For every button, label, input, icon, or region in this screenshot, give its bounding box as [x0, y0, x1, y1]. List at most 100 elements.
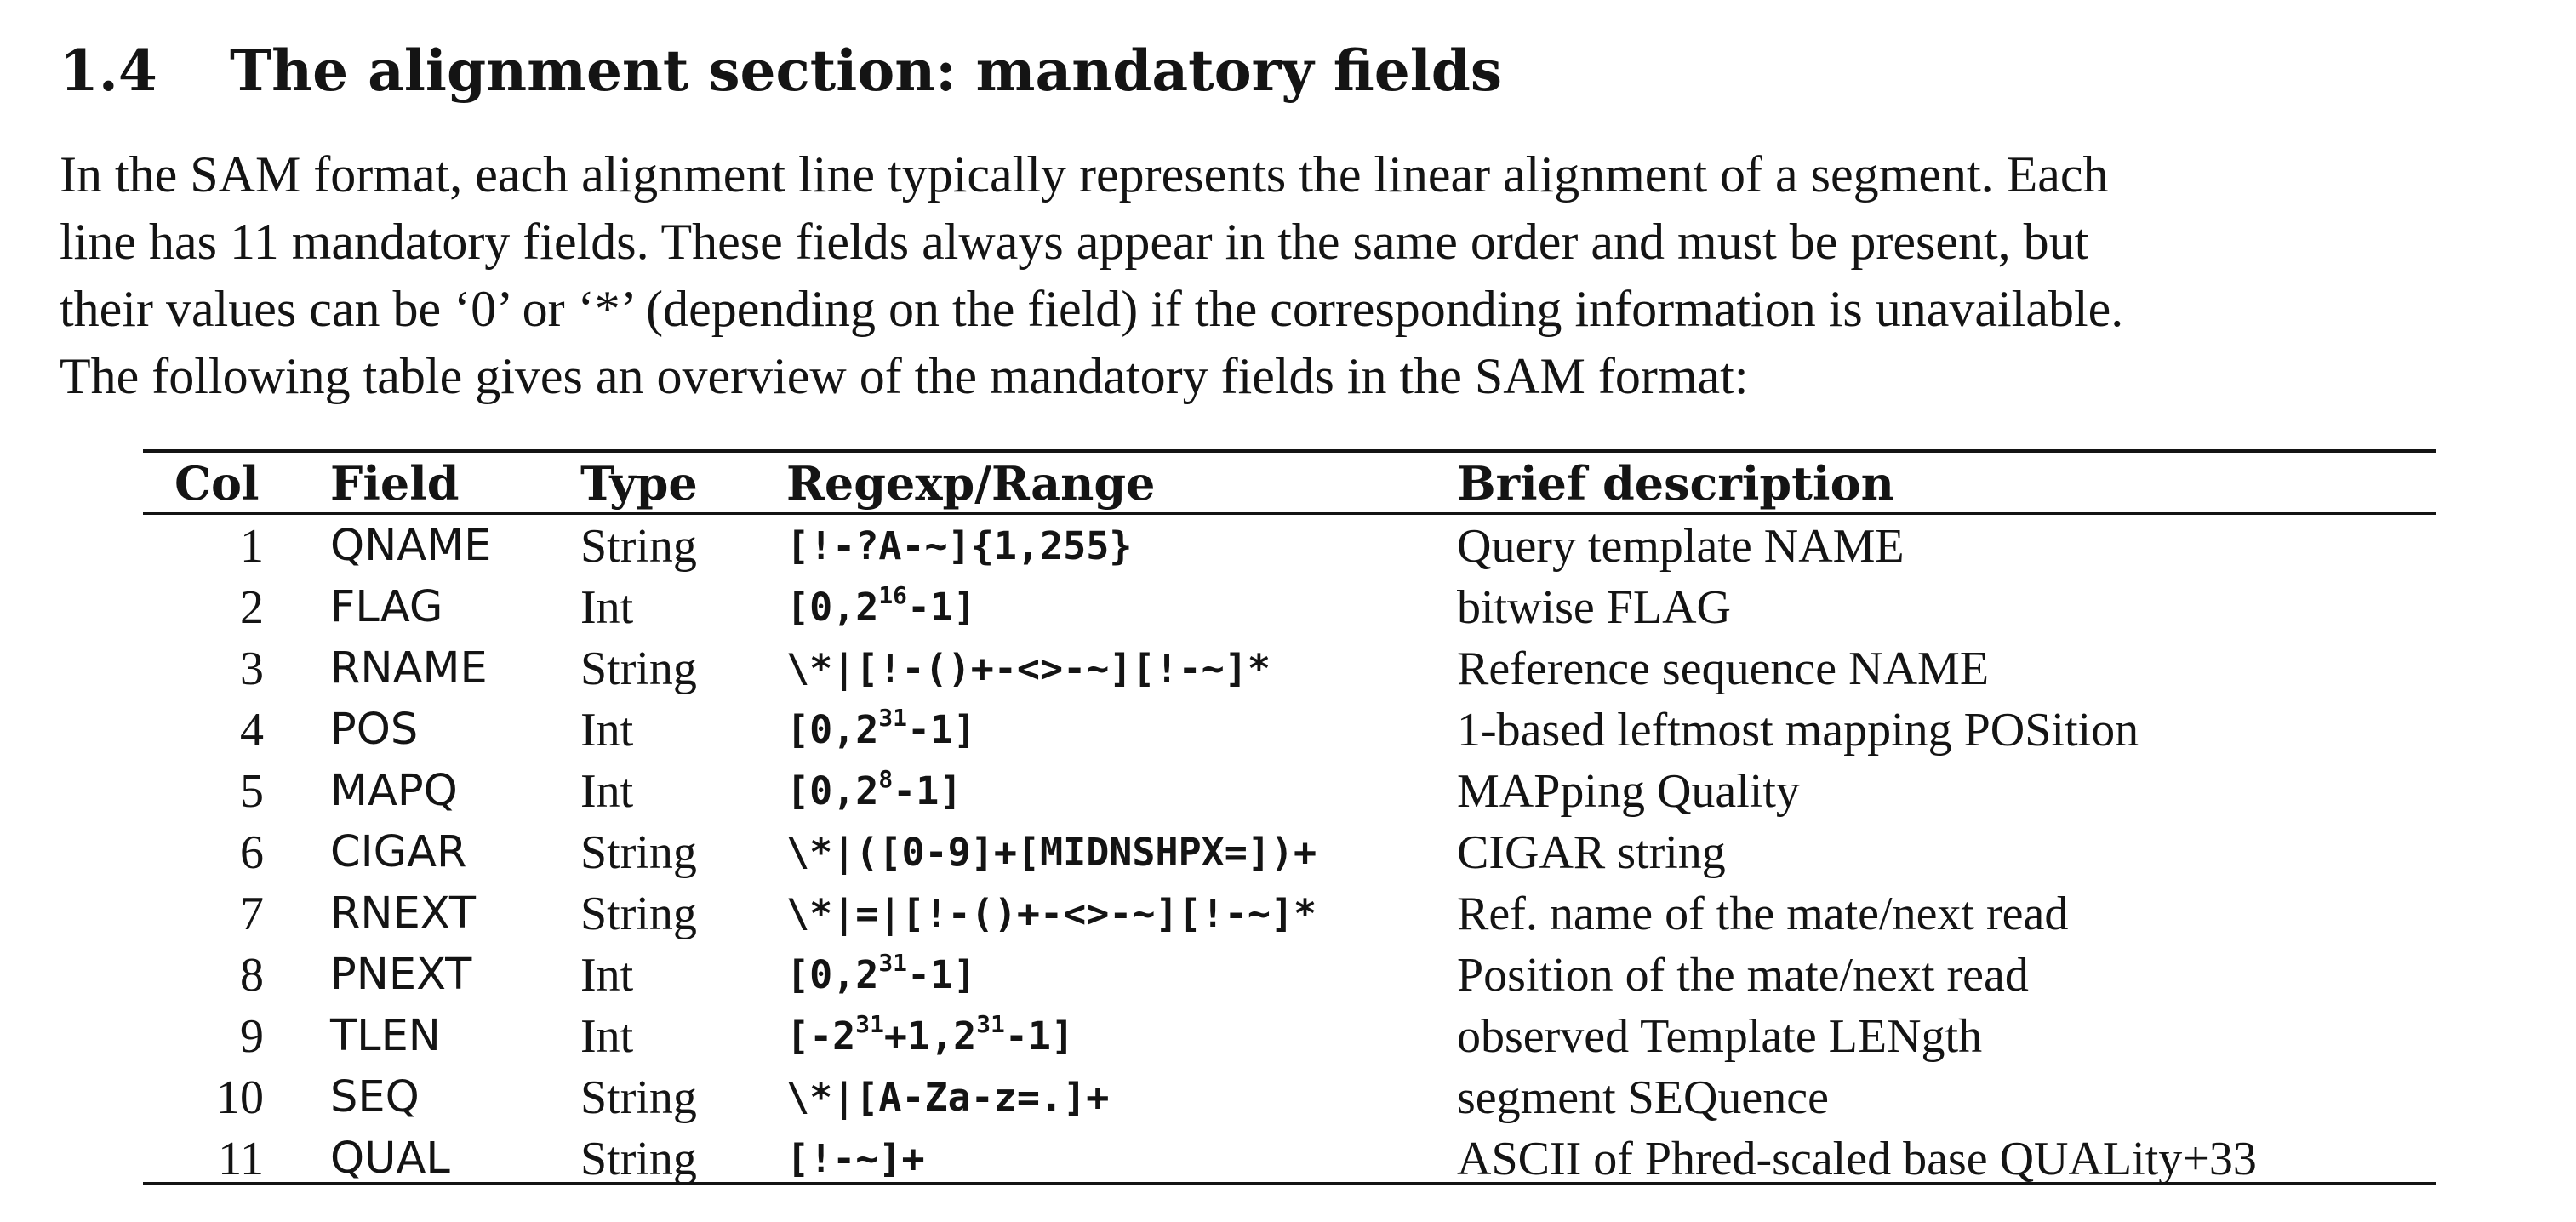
row-type: Int — [580, 1010, 634, 1063]
regexp-exponent: 16 — [878, 580, 907, 609]
row-brief-description: ASCII of Phred-scaled base QUALity+33 — [1457, 1133, 2257, 1185]
header-col: Col — [174, 456, 260, 511]
regexp-exponent: 31 — [976, 1009, 1005, 1038]
table-row: 1 QNAME String [!-?A-~]{1,255} Query templat… — [0, 516, 2576, 577]
table-row: 8 PNEXT Int [0,231-1] Position of the mate/n… — [0, 945, 2576, 1006]
row-field-name: RNAME — [330, 643, 488, 694]
row-type: Int — [580, 581, 634, 634]
row-col-number: 2 — [240, 581, 264, 634]
regexp-text: -1] — [1004, 1014, 1075, 1059]
table-row: 7 RNEXT String \*|=|[!-()+-<>-~][!-~]* Ref. … — [0, 883, 2576, 945]
row-brief-description: Reference sequence NAME — [1457, 642, 1990, 695]
table-header-row: Col Field Type Regexp/Range Brief descri… — [0, 453, 2576, 514]
section-number: 1.4 — [60, 37, 157, 104]
row-brief-description: MAPping Quality — [1457, 765, 1800, 818]
row-regexp-range: [-231+1,231-1] — [786, 1006, 1074, 1067]
regexp-exponent: 31 — [878, 948, 907, 977]
regexp-text: [!-?A-~]{1,255} — [786, 523, 1133, 568]
row-brief-description: 1-based leftmost mapping POSition — [1457, 704, 2139, 757]
row-type: Int — [580, 949, 634, 1002]
row-regexp-range: [0,231-1] — [786, 700, 976, 761]
row-field-name: PNEXT — [330, 950, 472, 1000]
row-type: String — [580, 1071, 697, 1124]
regexp-text: \*|=|[!-()+-<>-~][!-~]* — [786, 891, 1317, 936]
table-header-rule — [143, 512, 2436, 515]
row-type: String — [580, 520, 697, 573]
row-type: Int — [580, 765, 634, 818]
regexp-text: [0,2 — [786, 585, 879, 630]
row-field-name: SEQ — [330, 1072, 420, 1122]
row-regexp-range: \*|[A-Za-z=.]+ — [786, 1067, 1109, 1128]
row-regexp-range: [0,28-1] — [786, 761, 962, 822]
regexp-text: -1] — [893, 768, 962, 814]
regexp-text: -1] — [906, 707, 977, 752]
row-col-number: 8 — [240, 949, 264, 1002]
intro-line: The following table gives an overview of… — [60, 348, 1749, 404]
row-regexp-range: [!-~]+ — [786, 1128, 925, 1190]
row-regexp-range: \*|[!-()+-<>-~][!-~]* — [786, 638, 1271, 700]
table-row: 10 SEQ String \*|[A-Za-z=.]+ segment SEQuenc… — [0, 1067, 2576, 1128]
row-field-name: CIGAR — [330, 827, 467, 877]
regexp-text: \*|[!-()+-<>-~][!-~]* — [786, 646, 1271, 691]
row-field-name: FLAG — [330, 582, 443, 632]
row-col-number: 7 — [240, 888, 264, 940]
intro-line: their values can be ‘0’ or ‘*’ (dependin… — [60, 281, 2124, 337]
regexp-text: \*|([0-9]+[MIDNSHPX=])+ — [786, 830, 1317, 875]
row-type: String — [580, 642, 697, 695]
header-brief-description: Brief description — [1457, 456, 1894, 511]
regexp-text: \*|[A-Za-z=.]+ — [786, 1075, 1110, 1120]
row-col-number: 11 — [218, 1133, 264, 1185]
row-brief-description: segment SEQuence — [1457, 1071, 1829, 1124]
row-field-name: POS — [330, 705, 419, 755]
row-field-name: QNAME — [330, 521, 492, 571]
row-col-number: 9 — [240, 1010, 264, 1063]
regexp-text: [0,2 — [786, 768, 879, 814]
table-row: 11 QUAL String [!-~]+ ASCII of Phred-scaled … — [0, 1128, 2576, 1190]
regexp-text: [-2 — [786, 1014, 856, 1059]
row-type: String — [580, 826, 697, 879]
row-brief-description: Query template NAME — [1457, 520, 1905, 573]
row-col-number: 10 — [216, 1071, 264, 1124]
regexp-text: [!-~]+ — [786, 1136, 925, 1181]
row-regexp-range: [0,216-1] — [786, 577, 976, 638]
header-field: Field — [330, 456, 460, 511]
row-brief-description: Ref. name of the mate/next read — [1457, 888, 2069, 940]
row-type: String — [580, 1133, 697, 1185]
header-type: Type — [580, 456, 698, 511]
table-row: 3 RNAME String \*|[!-()+-<>-~][!-~]* Referen… — [0, 638, 2576, 700]
table-row: 5 MAPQ Int [0,28-1] MAPping Quality — [0, 761, 2576, 822]
table-row: 9 TLEN Int [-231+1,231-1] observed Template … — [0, 1006, 2576, 1067]
intro-paragraph: In the SAM format, each alignment line t… — [60, 141, 2510, 410]
table-row: 4 POS Int [0,231-1] 1-based leftmost mapping… — [0, 700, 2576, 761]
regexp-text: [0,2 — [786, 952, 879, 997]
row-field-name: QUAL — [330, 1133, 450, 1184]
row-field-name: RNEXT — [330, 888, 477, 939]
row-col-number: 3 — [240, 642, 264, 695]
regexp-exponent: 31 — [878, 703, 907, 732]
row-brief-description: observed Template LENgth — [1457, 1010, 1983, 1063]
row-type: String — [580, 888, 697, 940]
row-regexp-range: \*|([0-9]+[MIDNSHPX=])+ — [786, 822, 1317, 883]
row-col-number: 5 — [240, 765, 264, 818]
table-bottom-rule — [143, 1182, 2436, 1185]
row-regexp-range: [!-?A-~]{1,255} — [786, 516, 1132, 577]
row-col-number: 6 — [240, 826, 264, 879]
header-regexp-range: Regexp/Range — [786, 456, 1156, 511]
table-top-rule — [143, 449, 2436, 453]
row-type: Int — [580, 704, 634, 757]
row-field-name: TLEN — [330, 1011, 441, 1061]
table-row: 2 FLAG Int [0,216-1] bitwise FLAG — [0, 577, 2576, 638]
regexp-text: +1,2 — [883, 1014, 977, 1059]
row-field-name: MAPQ — [330, 766, 458, 816]
regexp-text: -1] — [906, 952, 977, 997]
intro-line: line has 11 mandatory fields. These fiel… — [60, 214, 2089, 270]
row-brief-description: Position of the mate/next read — [1457, 949, 2029, 1002]
row-brief-description: CIGAR string — [1457, 826, 1726, 879]
regexp-text: -1] — [906, 585, 977, 630]
row-regexp-range: [0,231-1] — [786, 945, 976, 1006]
row-brief-description: bitwise FLAG — [1457, 581, 1731, 634]
row-col-number: 1 — [240, 520, 264, 573]
section-heading: 1.4 The alignment section: mandatory fiel… — [60, 32, 1502, 109]
regexp-exponent: 31 — [855, 1009, 884, 1038]
regexp-text: [0,2 — [786, 707, 879, 752]
